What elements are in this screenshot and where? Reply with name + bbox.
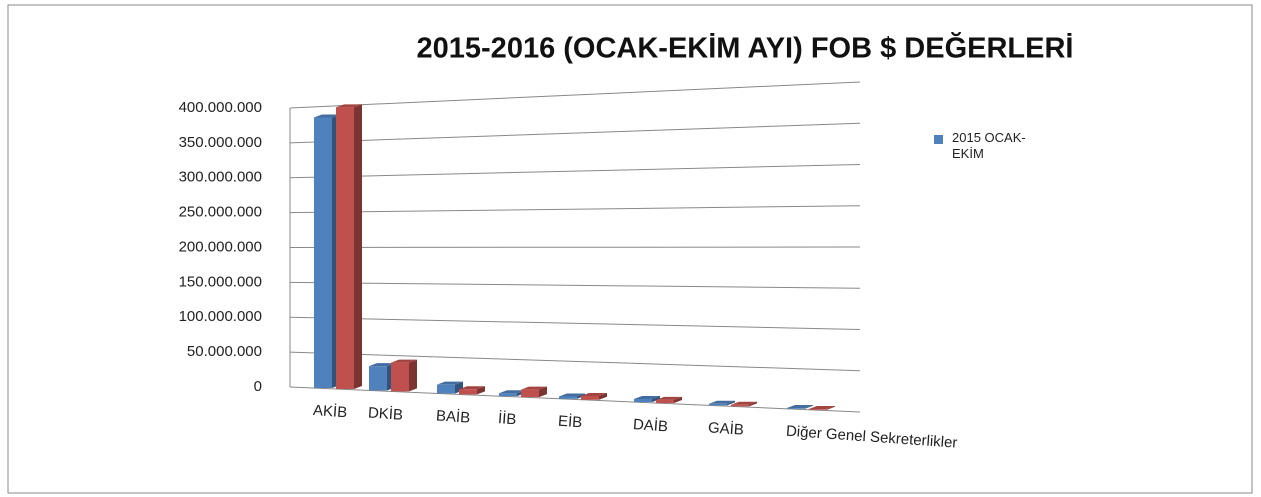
y-tick-label: 100.000.000 bbox=[179, 308, 262, 325]
grid-line bbox=[289, 281, 861, 289]
bar-top bbox=[581, 392, 607, 396]
bar-top bbox=[656, 396, 682, 400]
bar bbox=[559, 396, 577, 399]
chart-title: 2015-2016 (OCAK-EKİM AYI) FOB $ DEĞERLER… bbox=[417, 31, 1074, 65]
bar-side bbox=[409, 359, 417, 392]
bar bbox=[787, 407, 805, 409]
x-tick-label: DKİB bbox=[367, 403, 403, 423]
grid-line bbox=[289, 122, 861, 144]
bar-top bbox=[559, 393, 585, 397]
x-tick-label: GAİB bbox=[707, 418, 744, 438]
bar-side bbox=[477, 386, 485, 395]
bar bbox=[521, 389, 539, 398]
legend-swatch bbox=[934, 135, 943, 144]
bar bbox=[336, 107, 354, 390]
bar-top bbox=[634, 395, 660, 399]
bar-top bbox=[809, 405, 835, 409]
bar-top bbox=[709, 400, 735, 404]
grid-line bbox=[289, 386, 861, 413]
bar-top bbox=[787, 404, 813, 408]
bar-side bbox=[652, 395, 660, 403]
x-tick-label: İİB bbox=[497, 409, 517, 428]
y-tick-label: 350.000.000 bbox=[179, 134, 262, 151]
x-tick-label: DAİB bbox=[632, 415, 668, 435]
bar-side bbox=[805, 404, 813, 409]
x-tick-label: BAİB bbox=[435, 406, 470, 426]
x-tick-label: AKİB bbox=[312, 401, 347, 421]
bar bbox=[369, 366, 387, 391]
bar bbox=[656, 399, 674, 404]
bar-side bbox=[599, 392, 607, 400]
bar-top bbox=[731, 401, 757, 405]
bar-side bbox=[674, 396, 682, 404]
bar-side bbox=[827, 405, 835, 410]
bar-side bbox=[354, 104, 362, 390]
bar bbox=[499, 393, 517, 397]
y-tick-label: 400.000.000 bbox=[179, 99, 262, 116]
grid-line bbox=[289, 81, 861, 109]
grid-line bbox=[289, 246, 861, 248]
y-tick-label: 200.000.000 bbox=[179, 238, 262, 255]
bar bbox=[314, 117, 332, 389]
bar bbox=[391, 362, 409, 392]
bar-top bbox=[336, 104, 362, 108]
y-tick-label: 300.000.000 bbox=[179, 169, 262, 186]
bar bbox=[581, 395, 599, 400]
y-tick-label: 50.000.000 bbox=[187, 343, 262, 360]
y-tick-label: 150.000.000 bbox=[179, 273, 262, 290]
bar-top bbox=[437, 381, 463, 385]
bar bbox=[809, 408, 827, 410]
bar-top bbox=[499, 390, 525, 394]
bar bbox=[731, 404, 749, 407]
bar-top bbox=[459, 386, 485, 390]
bar bbox=[459, 389, 477, 395]
grid-line bbox=[289, 205, 861, 214]
chart-frame bbox=[7, 4, 1253, 494]
bar-top bbox=[521, 386, 547, 390]
bar-top bbox=[391, 359, 417, 363]
x-tick-label: EİB bbox=[557, 412, 582, 432]
y-tick-label: 0 bbox=[254, 378, 262, 395]
y-tick-label: 250.000.000 bbox=[179, 204, 262, 221]
bar bbox=[437, 384, 455, 394]
grid-line bbox=[289, 316, 861, 330]
bar bbox=[634, 398, 652, 403]
grid-line bbox=[289, 351, 861, 372]
grid-line bbox=[289, 164, 861, 179]
bar-top bbox=[314, 114, 340, 118]
bar-side bbox=[749, 401, 757, 407]
bar-side bbox=[539, 386, 547, 398]
bar-side bbox=[727, 400, 735, 406]
legend-label: 2015 OCAK-EKİM bbox=[952, 130, 1026, 161]
bar-top bbox=[369, 363, 395, 367]
bar bbox=[709, 403, 727, 406]
